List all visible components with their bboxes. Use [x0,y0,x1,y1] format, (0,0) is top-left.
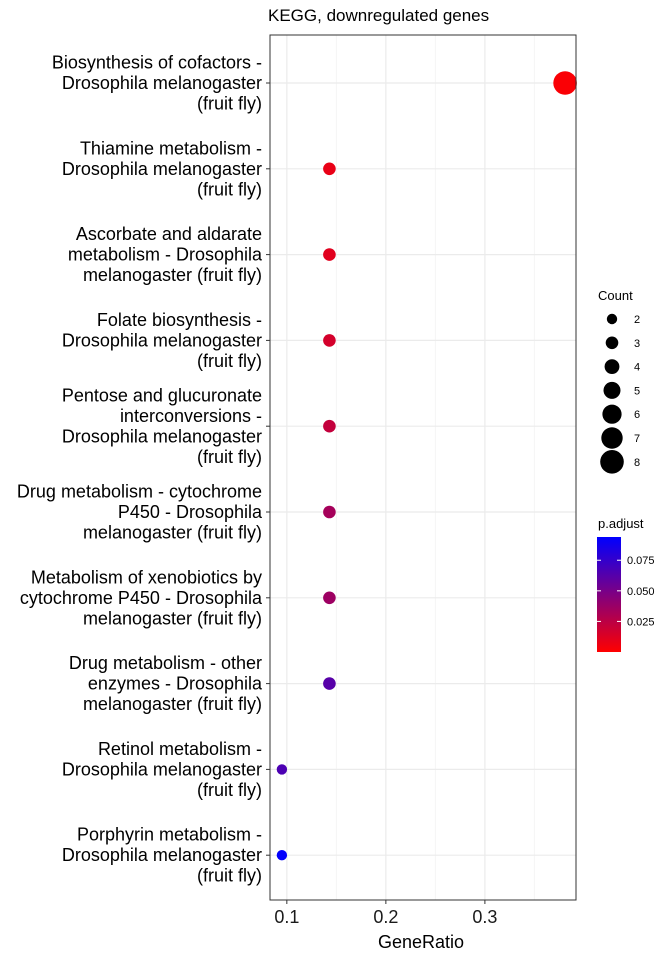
y-axis-labels: Biosynthesis of cofactors -Drosophila me… [17,53,270,886]
count-legend: Count 2 3 4 5 6 7 8 [598,288,640,474]
y-tick-label: P450 - Drosophila [118,502,263,522]
y-tick-label: Porphyrin metabolism - [77,825,262,845]
x-tick-label: 0.1 [274,907,299,927]
count-legend-label: 5 [634,385,640,397]
count-legend-label: 4 [634,362,640,374]
y-tick-label: Drosophila melanogaster [62,426,262,446]
colorbar-label: 0.075 [627,555,655,567]
count-legend-key [605,336,619,350]
count-legend-key [600,450,624,474]
data-point [323,248,336,261]
count-legend-label: 2 [634,314,640,326]
y-tick-label: Drosophila melanogaster [62,845,262,865]
panel-border [269,34,577,901]
y-tick-label: melanogaster (fruit fly) [83,265,262,285]
y-tick-label: Pentose and glucuronate [62,385,262,405]
x-axis-title: GeneRatio [378,932,464,952]
y-tick-label: (fruit fly) [197,351,262,371]
y-tick-label: melanogaster (fruit fly) [83,608,262,628]
y-tick-label: Drug metabolism - other [69,653,262,673]
count-legend-label: 6 [634,409,640,421]
p-adjust-legend-title: p.adjust [598,516,644,531]
data-point [323,591,336,605]
data-points [276,71,577,861]
data-point [276,764,288,775]
chart-title: KEGG, downregulated genes [268,6,489,25]
y-tick-label: Drosophila melanogaster [62,73,262,93]
count-legend-key [604,359,620,374]
y-tick-label: Drug metabolism - cytochrome [17,482,262,502]
data-point [323,419,336,433]
y-tick-label: (fruit fly) [197,179,262,199]
colorbar-label: 0.025 [627,616,655,628]
y-tick-label: (fruit fly) [197,94,262,114]
y-tick-label: Retinol metabolism - [98,739,262,759]
y-tick-label: Folate biosynthesis - [97,310,262,330]
y-tick-label: Biosynthesis of cofactors - [52,53,262,73]
count-legend-key [601,427,623,449]
y-tick-label: Thiamine metabolism - [80,138,262,158]
count-legend-label: 7 [634,433,640,445]
y-tick-label: Ascorbate and aldarate [76,224,262,244]
y-tick-label: (fruit fly) [197,780,262,800]
y-tick-label: Metabolism of xenobiotics by [31,567,262,587]
y-tick-label: metabolism - Drosophila [68,245,263,265]
data-point [276,850,288,861]
data-point [323,162,336,176]
y-tick-label: interconversions - [120,406,262,426]
p-adjust-legend: p.adjust 0.025 0.050 0.075 [597,516,655,652]
y-tick-label: cytochrome P450 - Drosophila [20,588,263,608]
count-legend-key [602,404,622,424]
x-axis: 0.1 0.2 0.3 [274,900,497,927]
count-legend-label: 3 [634,338,640,350]
data-point [553,71,577,95]
count-legend-title: Count [598,288,633,303]
y-tick-label: (fruit fly) [197,866,262,886]
grid-lines [270,35,576,900]
y-tick-label: Drosophila melanogaster [62,759,262,779]
y-tick-label: melanogaster (fruit fly) [83,694,262,714]
y-tick-label: enzymes - Drosophila [88,674,263,694]
p-adjust-colorbar [597,537,621,652]
y-tick-label: Drosophila melanogaster [62,330,262,350]
x-tick-label: 0.3 [472,907,497,927]
y-tick-label: melanogaster (fruit fly) [83,523,262,543]
y-tick-label: Drosophila melanogaster [62,159,262,179]
count-legend-label: 8 [634,457,640,469]
x-tick-label: 0.2 [373,907,398,927]
count-legend-key [606,313,618,325]
data-point [323,334,336,347]
data-point [323,505,336,519]
count-legend-key [603,381,621,399]
y-tick-label: (fruit fly) [197,447,262,467]
data-point [323,677,336,690]
colorbar-label: 0.050 [627,586,655,598]
